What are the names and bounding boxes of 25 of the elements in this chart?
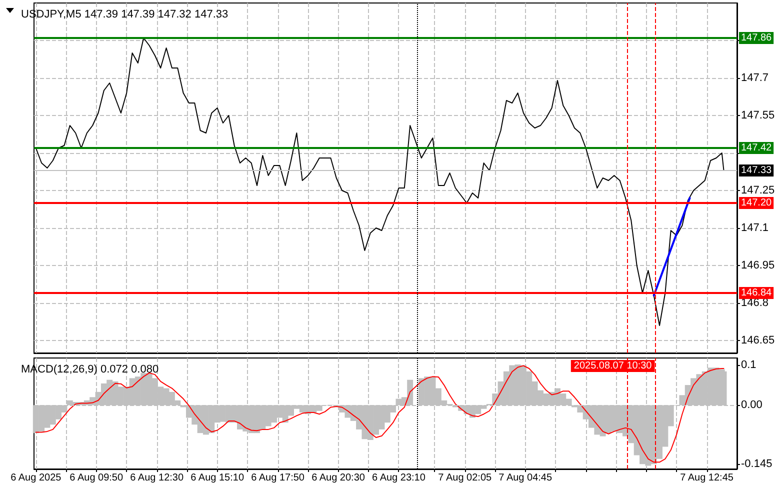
ref-line-label: 146.84 [741, 288, 772, 298]
y-tick-label: 147.25 [741, 184, 775, 196]
x-tick-label: 6 Aug 23:10 [372, 472, 426, 484]
x-tick-label: 6 Aug 17:50 [251, 472, 305, 484]
x-tick-label: 7 Aug 02:05 [438, 472, 492, 484]
y-tick-label: 0.1 [741, 358, 756, 371]
y-tick-label: 147.55 [741, 110, 775, 122]
y-tick-label: 0.00 [741, 399, 762, 412]
x-tick-label: 6 Aug 12:30 [130, 472, 184, 484]
x-tick-label: 7 Aug 04:45 [498, 472, 552, 484]
x-tick-label: 7 Aug 12:45 [680, 472, 734, 484]
ref-line-label: 147.33 [741, 165, 772, 176]
ref-line-label: 147.42 [741, 142, 772, 154]
y-tick-label: 146.65 [741, 334, 775, 346]
y-tick-label: 146.95 [741, 260, 775, 272]
y-tick-label: 147.7 [741, 72, 769, 84]
ref-line-label: 2025.08.07 10:30 [574, 360, 652, 372]
y-tick-label: 147.1 [741, 222, 769, 234]
ref-line-label: 147.20 [741, 198, 772, 208]
x-tick-label: 6 Aug 2025 [10, 472, 62, 484]
y-tick-label: -0.145 [741, 458, 772, 470]
x-tick-label: 6 Aug 20:30 [312, 472, 366, 484]
ref-line-label: 147.86 [741, 32, 772, 44]
x-tick-label: 6 Aug 09:50 [70, 472, 124, 484]
x-tick-label: 6 Aug 15:10 [190, 472, 244, 484]
